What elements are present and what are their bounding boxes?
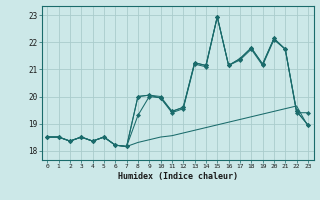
X-axis label: Humidex (Indice chaleur): Humidex (Indice chaleur) <box>118 172 237 181</box>
